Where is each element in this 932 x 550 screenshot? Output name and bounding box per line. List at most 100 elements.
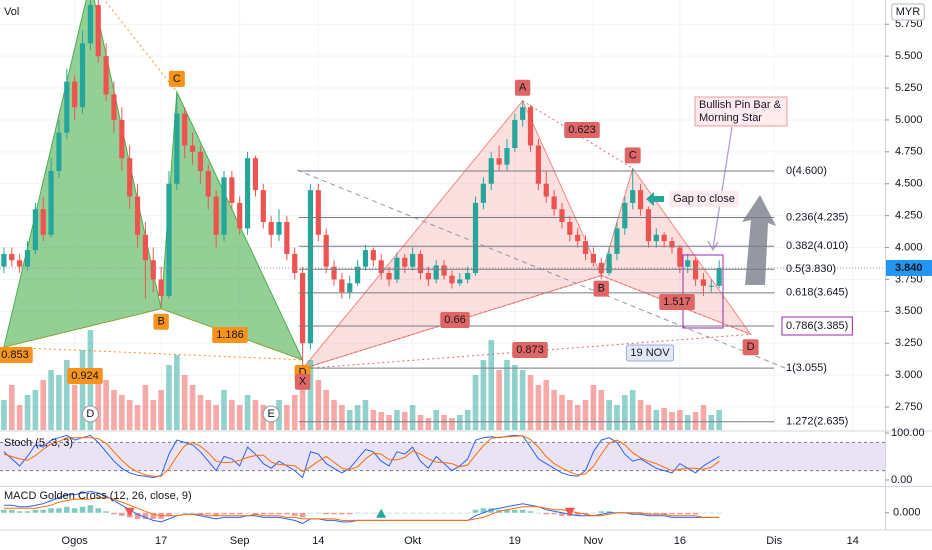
fib-label: 0.618(3.645) xyxy=(786,287,848,299)
volume-bar xyxy=(48,370,54,430)
macd-hist-bar xyxy=(464,512,471,514)
ratio-label: 0.924 xyxy=(71,370,99,382)
main-panel xyxy=(0,0,885,430)
volume-bar xyxy=(456,415,463,430)
y-tick-label: 5.000 xyxy=(895,114,923,126)
macd-hist-bar xyxy=(111,512,117,515)
candle-body xyxy=(268,222,274,235)
y-tick-label: 4.750 xyxy=(895,146,923,158)
volume-bar xyxy=(79,350,86,430)
y-tick-label: 3.500 xyxy=(895,305,923,317)
macd-hist-bar xyxy=(181,512,188,514)
volume-bar xyxy=(653,410,660,430)
fib-label: 0.236(4.235) xyxy=(786,211,848,223)
macd-hist-bar xyxy=(551,512,557,515)
volume-bar xyxy=(16,405,23,430)
macd-hist-bar xyxy=(519,509,526,513)
candle-body xyxy=(567,222,573,235)
volume-bar xyxy=(512,365,518,430)
macd-hist-bar xyxy=(323,512,329,515)
volume-bar xyxy=(598,390,605,430)
macd-hist-bar xyxy=(197,512,204,515)
macd-hist-bar xyxy=(268,512,274,515)
candle-body xyxy=(221,177,227,235)
volume-bar xyxy=(669,412,675,430)
volume-bar xyxy=(323,390,329,430)
volume-bar xyxy=(433,410,440,430)
volume-bar xyxy=(401,412,408,430)
volume-bar xyxy=(307,360,314,430)
volume-bar xyxy=(614,405,620,430)
volume-bar xyxy=(472,375,479,430)
candle-body xyxy=(260,190,266,223)
volume-bar xyxy=(582,400,589,430)
macd-hist-bar xyxy=(205,512,212,515)
volume-bar xyxy=(95,370,102,430)
candle-body xyxy=(9,253,15,261)
volume-bar xyxy=(291,395,298,430)
candle-body xyxy=(158,279,164,297)
candle-body xyxy=(425,273,431,280)
ratio-label: 1.186 xyxy=(216,329,244,341)
fib-label: 1(3.055) xyxy=(786,362,827,374)
x-tick-label: Dis xyxy=(766,535,782,547)
pin-bar-box xyxy=(694,96,788,127)
ratio-label-box xyxy=(0,347,33,363)
macd-hist-bar xyxy=(629,512,636,515)
volume-bar xyxy=(567,400,573,430)
volume-bar xyxy=(339,405,345,430)
volume-bar xyxy=(221,390,227,430)
volume-bar xyxy=(71,385,78,430)
candle-body xyxy=(315,190,321,235)
callout-arrow xyxy=(707,240,719,252)
candle-body xyxy=(504,148,510,165)
macd-hist-bar xyxy=(221,512,227,515)
candle-body xyxy=(535,145,541,184)
macd-hist-bar xyxy=(433,512,440,514)
pattern-point-label-box xyxy=(593,280,609,297)
macd-hist-bar xyxy=(48,508,54,513)
x-tick-label: 17 xyxy=(155,535,167,547)
ratio-label-box xyxy=(67,368,103,384)
pattern-point-label: B xyxy=(598,283,605,295)
volume-bar xyxy=(551,390,557,430)
x-tick-label: 14 xyxy=(847,535,859,547)
volume-bar xyxy=(299,375,306,430)
y-tick-label: 2.750 xyxy=(895,401,923,413)
volume-bar xyxy=(684,415,691,430)
macd-hist-bar xyxy=(716,512,722,514)
candle-body xyxy=(457,279,463,284)
volume-bar xyxy=(111,390,117,430)
macd-hist-bar xyxy=(307,512,314,514)
macd-hist-bar xyxy=(409,512,416,514)
x-tick-label: 14 xyxy=(312,535,324,547)
volume-bar xyxy=(606,400,612,430)
volume-bar xyxy=(504,360,510,430)
pin-bar-label: Morning Star xyxy=(699,112,762,124)
candle-body xyxy=(614,228,620,254)
macd-hist-bar xyxy=(441,512,447,514)
macd-hist-bar xyxy=(512,509,518,513)
x-tick-label: 19 xyxy=(509,535,521,547)
macd-hist-bar xyxy=(700,512,707,514)
y-tick-label: 5.250 xyxy=(895,82,923,94)
macd-hist-bar xyxy=(590,512,597,514)
candle-body xyxy=(111,94,117,120)
candle-body xyxy=(134,196,141,235)
macd-hist-bar xyxy=(32,509,39,513)
y-tick-label: 5.750 xyxy=(895,18,923,30)
volume-bar xyxy=(637,400,644,430)
volume-bar xyxy=(425,418,432,430)
volume-bar xyxy=(354,405,361,430)
candle-body xyxy=(692,260,699,280)
volume-bar xyxy=(692,412,699,430)
volume-bar xyxy=(205,400,212,430)
volume-bar xyxy=(629,390,636,430)
candle-body xyxy=(142,234,149,261)
fib-label: 1.272(2.635) xyxy=(786,416,848,428)
candle-body xyxy=(433,265,439,280)
cross-signal xyxy=(124,507,135,517)
volume-bar xyxy=(315,380,322,430)
candle-body xyxy=(87,5,93,44)
